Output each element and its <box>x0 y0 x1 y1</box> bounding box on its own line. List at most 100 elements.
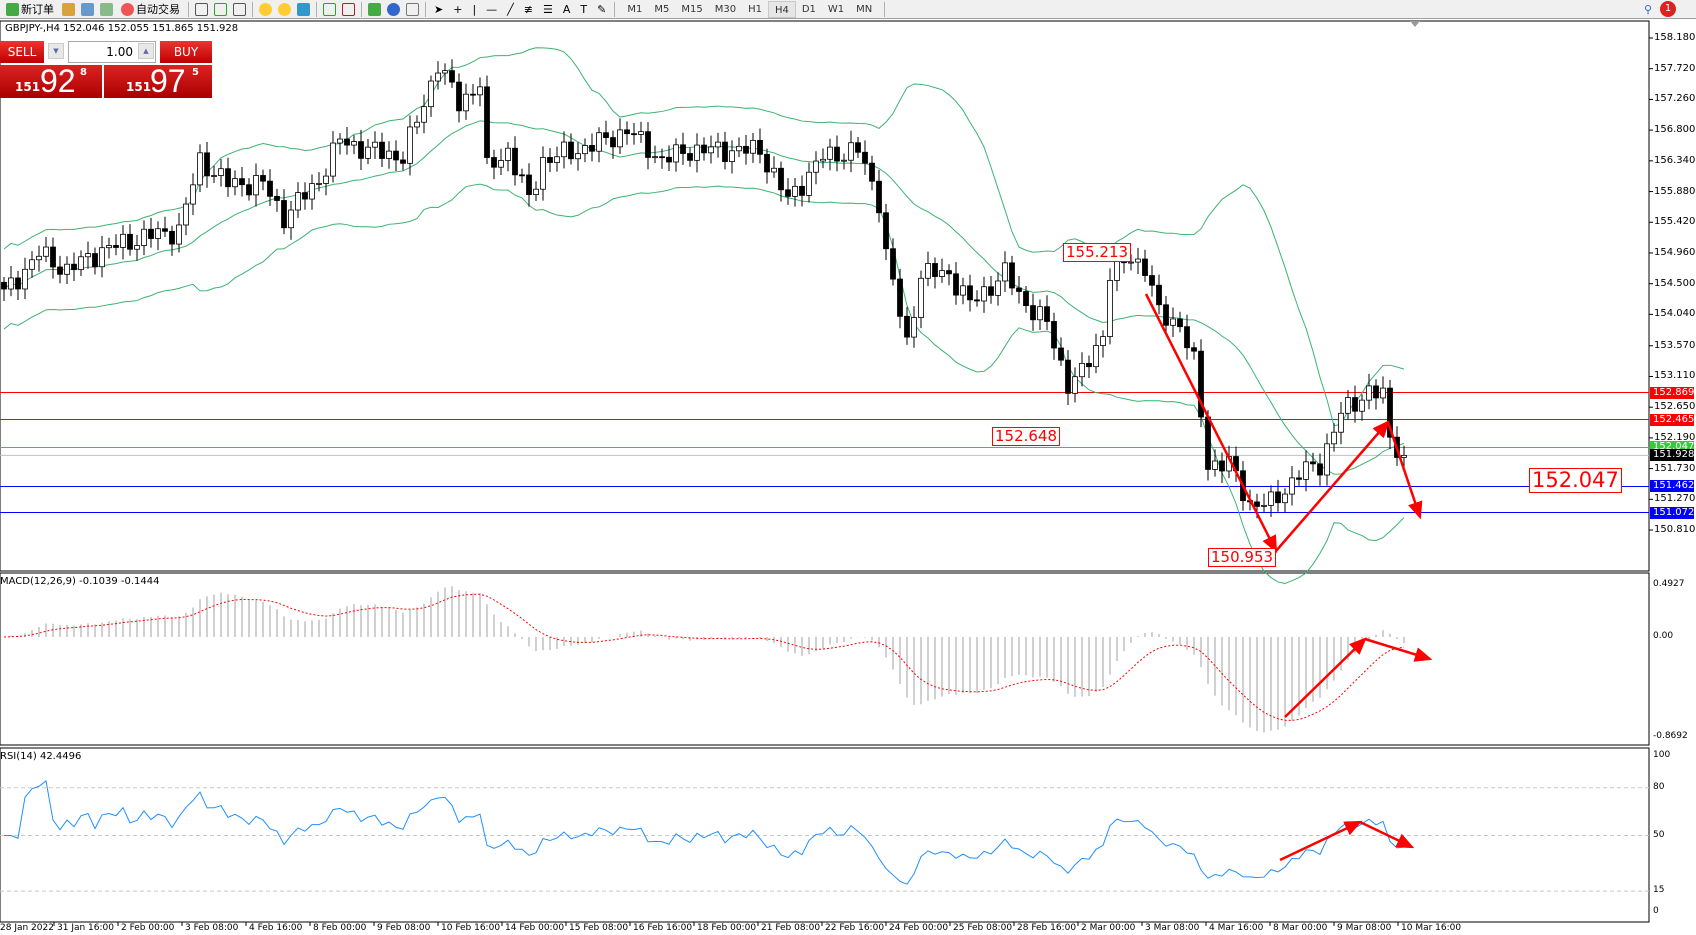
annotation-low[interactable]: 150.953 <box>1208 548 1277 567</box>
timeframe-m30[interactable]: M30 <box>714 3 737 15</box>
bearish-candle <box>666 156 672 163</box>
bearish-candle <box>470 93 476 96</box>
trendline-icon[interactable]: ╱ <box>507 2 514 16</box>
zoom-out-icon[interactable] <box>278 2 291 16</box>
trend-arrow <box>1284 637 1367 718</box>
market-watch-icon[interactable] <box>62 2 75 16</box>
cursor-icon[interactable]: ➤ <box>434 2 444 16</box>
bullish-candle <box>1268 491 1274 506</box>
candlestick-icon[interactable] <box>214 2 227 16</box>
bearish-candle <box>799 185 805 196</box>
time-tick: 21 Feb 08:00 <box>761 923 821 933</box>
bearish-candle <box>50 246 56 268</box>
timeframe-h1[interactable]: H1 <box>748 3 762 15</box>
annotation-mid[interactable]: 152.648 <box>992 427 1061 446</box>
main-pane <box>0 20 1650 572</box>
auto-trading-button[interactable]: 自动交易 <box>119 1 182 17</box>
trend-arrow <box>1144 293 1278 554</box>
buy-button[interactable]: BUY <box>160 41 212 63</box>
trend-arrow <box>1359 820 1415 849</box>
price-tick: 150.810 <box>1654 524 1696 536</box>
bullish-candle <box>386 150 392 159</box>
bullish-candle <box>911 317 917 338</box>
bullish-candle <box>715 141 721 148</box>
arrows-icon[interactable]: ✎ <box>597 2 607 16</box>
navigator-icon[interactable] <box>81 2 94 16</box>
annotation-current[interactable]: 152.047 <box>1529 468 1622 493</box>
bullish-candle <box>155 228 161 239</box>
periods-icon[interactable] <box>387 2 400 16</box>
bullish-candle <box>736 145 742 152</box>
signals-icon[interactable] <box>100 2 113 16</box>
bearish-candle <box>1009 262 1015 289</box>
annotation-high[interactable]: 155.213 <box>1063 243 1132 262</box>
vertical-line-icon[interactable]: | <box>472 2 477 16</box>
bullish-candle <box>1128 261 1134 264</box>
timeframe-w1[interactable]: W1 <box>827 3 845 15</box>
bearish-candle <box>526 174 532 196</box>
bearish-candle <box>1163 304 1169 326</box>
search-icon[interactable]: ⚲ <box>1643 2 1652 16</box>
bearish-candle <box>1065 359 1071 394</box>
zoom-in-icon[interactable] <box>259 2 272 16</box>
bearish-candle <box>953 273 959 296</box>
bullish-candle <box>652 156 658 159</box>
text-icon[interactable]: A <box>562 2 571 16</box>
bullish-candle <box>960 285 966 296</box>
price-tick: 157.260 <box>1654 93 1696 105</box>
templates-icon[interactable] <box>406 2 419 16</box>
autoscroll-icon[interactable] <box>323 2 336 16</box>
notification-badge[interactable]: 1 <box>1660 1 1676 17</box>
timeframe-m15[interactable]: M15 <box>681 3 703 15</box>
sell-price[interactable]: 151 92 8 <box>0 63 102 99</box>
bearish-candle <box>15 277 21 290</box>
bearish-candle <box>400 159 406 164</box>
equidistant-channel-icon[interactable]: ≢ <box>523 2 533 16</box>
tile-windows-icon[interactable] <box>297 2 310 16</box>
lot-size-input[interactable]: 1.00 <box>68 41 156 63</box>
indicators-icon[interactable] <box>368 2 381 16</box>
bullish-candle <box>1338 412 1344 433</box>
bullish-candle <box>1072 376 1078 394</box>
bullish-candle <box>673 144 679 163</box>
bearish-candle <box>71 263 77 271</box>
bullish-candle <box>841 159 847 162</box>
bearish-candle <box>722 141 728 162</box>
buy-price[interactable]: 151 97 5 <box>104 63 212 99</box>
horizontal-line-icon[interactable]: — <box>486 2 498 16</box>
bullish-candle <box>1289 477 1295 495</box>
bullish-candle <box>211 175 217 177</box>
line-chart-icon[interactable] <box>233 2 246 16</box>
price-tick: 158.180 <box>1654 32 1696 43</box>
price-tick: 151.270 <box>1654 493 1696 505</box>
lot-decrease-button[interactable]: ▼ <box>48 43 64 59</box>
time-tick: 8 Mar 00:00 <box>1273 923 1328 933</box>
timeframe-mn[interactable]: MN <box>856 3 873 15</box>
bearish-candle <box>1247 500 1253 503</box>
timeframe-m1[interactable]: M1 <box>627 3 643 15</box>
timeframe-m5[interactable]: M5 <box>654 3 670 15</box>
timeframe-h4[interactable]: H4 <box>767 0 796 18</box>
lot-increase-button[interactable]: ▲ <box>138 43 154 59</box>
text-label-icon[interactable]: T <box>580 2 588 16</box>
bullish-candle <box>1366 385 1372 401</box>
bearish-candle <box>519 174 525 177</box>
crosshair-icon[interactable]: + <box>453 2 463 16</box>
time-tick: 24 Feb 00:00 <box>889 923 949 933</box>
sell-button[interactable]: SELL <box>0 41 44 63</box>
bullish-candle <box>99 247 105 268</box>
bar-chart-icon[interactable] <box>195 2 208 16</box>
bearish-candle <box>1184 326 1190 349</box>
fibonacci-icon[interactable]: ☰ <box>543 2 553 16</box>
timeframe-d1[interactable]: D1 <box>801 3 816 15</box>
bullish-candle <box>1380 387 1386 399</box>
bearish-candle <box>603 132 609 138</box>
new-order-button[interactable]: 新订单 <box>4 1 56 17</box>
chart-shift-icon[interactable] <box>342 2 355 16</box>
time-tick: 15 Feb 08:00 <box>569 923 629 933</box>
bullish-candle <box>806 171 812 196</box>
time-tick: 2 Feb 00:00 <box>121 923 175 933</box>
bullish-candle <box>554 156 560 163</box>
time-tick: 2 Mar 00:00 <box>1081 923 1136 933</box>
